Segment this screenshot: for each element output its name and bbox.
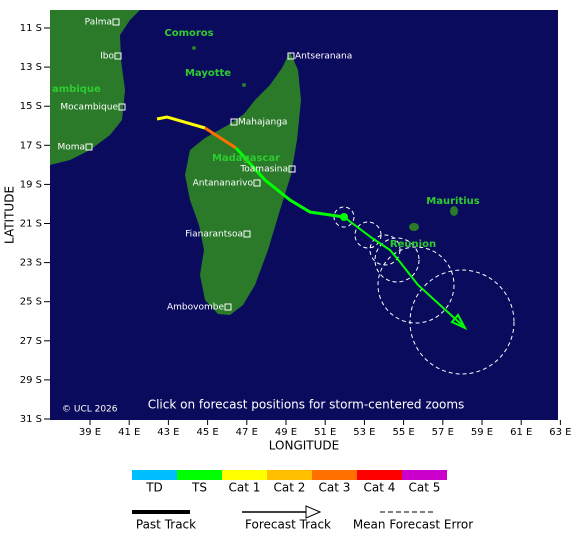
mayotte: [242, 83, 246, 87]
lat-tick-label: 23 S: [20, 258, 42, 269]
category-swatch: [312, 470, 357, 480]
region-label: ambique: [52, 84, 101, 95]
lat-tick-label: 25 S: [20, 297, 42, 308]
comoros: [192, 46, 196, 50]
city-label: Moma: [57, 143, 85, 153]
lon-tick-label: 43 E: [157, 427, 179, 438]
city-label: Fianarantsoa: [185, 230, 243, 240]
city-marker: [112, 18, 120, 26]
lat-tick-label: 11 S: [20, 23, 42, 34]
city-label: Toamasina: [239, 165, 288, 175]
lon-tick-label: 49 E: [275, 427, 297, 438]
category-swatch: [267, 470, 312, 480]
africa: [50, 10, 140, 165]
lat-tick-label: 17 S: [20, 140, 42, 151]
past-track: [234, 146, 345, 219]
lat-tick-label: 15 S: [20, 101, 42, 112]
lon-tick-label: 57 E: [432, 427, 454, 438]
category-swatch: [222, 470, 267, 480]
mauritius: [450, 206, 458, 216]
category-swatch: [132, 470, 177, 480]
lon-tick-label: 59 E: [471, 427, 493, 438]
lat-tick-label: 31 S: [20, 414, 42, 425]
city-marker: [230, 118, 238, 126]
lat-tick-label: 27 S: [20, 336, 42, 347]
lon-tick-label: 41 E: [118, 427, 140, 438]
category-swatch: [402, 470, 447, 480]
lon-tick-label: 51 E: [314, 427, 336, 438]
madagascar: [185, 52, 301, 315]
city-label: Antseranana: [295, 52, 352, 62]
y-axis-label: LATITUDE: [3, 186, 17, 244]
past-track: [204, 126, 237, 150]
lat-tick-label: 29 S: [20, 375, 42, 386]
lon-tick-label: 61 E: [510, 427, 532, 438]
category-label: Cat 2: [274, 481, 306, 495]
city-marker: [287, 52, 295, 60]
lat-tick-label: 19 S: [20, 179, 42, 190]
category-label: Cat 3: [319, 481, 351, 495]
forecast-key-arrow: [305, 505, 322, 519]
lat-tick-label: 21 S: [20, 219, 42, 230]
ocean: [50, 10, 558, 420]
region-label: Madagascar: [212, 153, 280, 164]
lat-tick-label: 13 S: [20, 62, 42, 73]
past-track-label: Past Track: [136, 518, 196, 532]
lon-tick-label: 39 E: [79, 427, 101, 438]
note: Click on forecast positions for storm-ce…: [148, 398, 465, 412]
city-label: Ambovombe: [167, 303, 224, 313]
city-label: Mahajanga: [238, 118, 287, 128]
city-marker: [288, 165, 296, 173]
forecast-track-label: Forecast Track: [245, 518, 331, 532]
lon-tick-label: 55 E: [392, 427, 414, 438]
category-label: Cat 5: [409, 481, 441, 495]
forecast-arrow: [450, 313, 468, 331]
city-marker: [114, 52, 122, 60]
region-label: Comoros: [164, 28, 213, 39]
region-label: Mauritius: [426, 196, 480, 207]
city-label: Antananarivo: [193, 179, 254, 189]
lon-tick-label: 63 E: [549, 427, 571, 438]
city-marker: [224, 303, 232, 311]
copyright: © UCL 2026: [62, 405, 118, 415]
city-marker: [85, 143, 93, 151]
category-swatch: [357, 470, 402, 480]
city-label: Ibo: [100, 52, 114, 62]
reunion: [409, 223, 419, 231]
category-label: TD: [145, 481, 163, 495]
city-label: Palma: [85, 18, 112, 28]
region-label: Reunion: [390, 239, 436, 250]
lon-tick-label: 53 E: [353, 427, 375, 438]
lon-tick-label: 47 E: [236, 427, 258, 438]
forecast-track[interactable]: [343, 216, 463, 326]
category-label: Cat 1: [229, 481, 261, 495]
mean-error-label: Mean Forecast Error: [353, 518, 473, 532]
x-axis-label: LONGITUDE: [269, 439, 339, 453]
error-circles: [333, 206, 515, 375]
city-marker: [243, 230, 251, 238]
category-swatch: [177, 470, 222, 480]
past-track: [156, 115, 206, 130]
category-label: Cat 4: [364, 481, 396, 495]
city-marker: [118, 103, 126, 111]
region-label: Mayotte: [185, 68, 231, 79]
city-label: Mocambique: [60, 103, 118, 113]
city-marker: [253, 179, 261, 187]
lon-tick-label: 45 E: [196, 427, 218, 438]
category-label: TS: [191, 481, 207, 495]
